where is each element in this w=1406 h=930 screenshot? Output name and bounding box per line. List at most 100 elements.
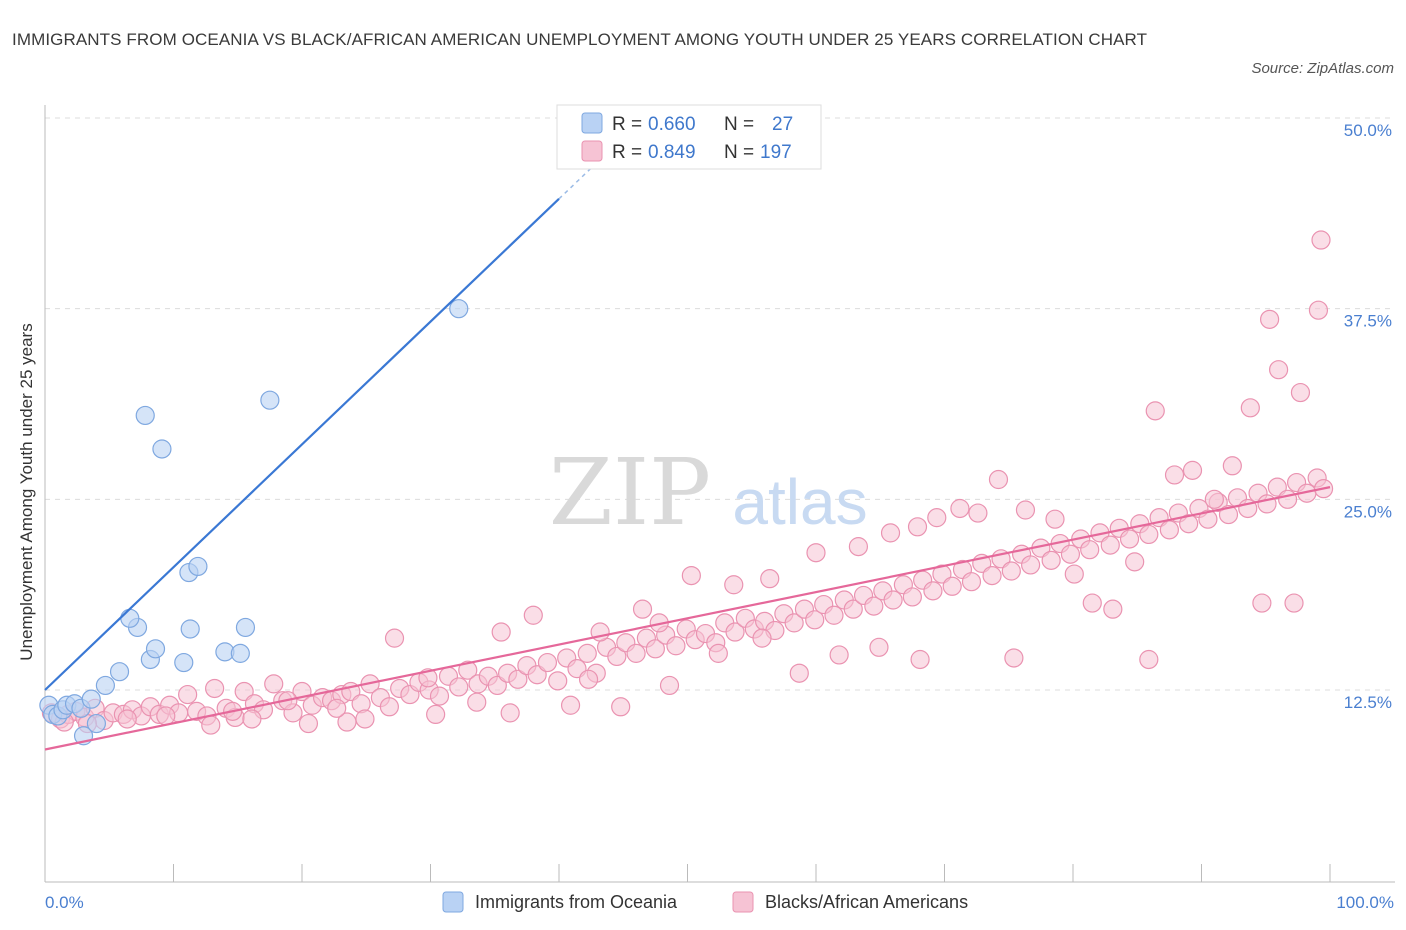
stats-swatch-blue xyxy=(581,112,603,134)
point-blacks xyxy=(789,663,809,683)
point-blacks xyxy=(1182,460,1203,480)
point-blacks xyxy=(724,575,744,595)
point-oceania xyxy=(152,439,172,459)
y-axis-label: Unemployment Among Youth under 25 years xyxy=(17,323,36,660)
point-blacks xyxy=(578,669,599,689)
point-blacks xyxy=(923,581,943,601)
point-blacks xyxy=(843,599,863,619)
tick-labels: 12.5% 25.0% 37.5% 50.0% 0.0% 100.0% xyxy=(45,121,1394,912)
point-blacks xyxy=(523,605,543,625)
point-oceania xyxy=(230,643,250,663)
legend-label-oceania: Immigrants from Oceania xyxy=(475,892,678,912)
point-blacks xyxy=(950,498,970,519)
point-blacks xyxy=(1179,514,1199,534)
x-tick-label: 100.0% xyxy=(1336,893,1394,912)
point-oceania xyxy=(145,639,166,659)
point-blacks xyxy=(752,628,772,648)
series-blacks-points xyxy=(41,230,1334,735)
point-blacks xyxy=(1240,398,1260,418)
x-tick-label: 0.0% xyxy=(45,893,84,912)
stats-n-label-0: N = xyxy=(724,114,754,135)
stats-r-0: 0.660 xyxy=(648,114,696,135)
point-blacks xyxy=(178,684,198,705)
point-blacks xyxy=(1260,309,1280,329)
point-blacks xyxy=(577,643,597,663)
y-tick-label: 37.5% xyxy=(1344,312,1392,331)
grid xyxy=(45,117,1395,691)
point-blacks xyxy=(487,675,507,696)
point-blacks xyxy=(708,643,728,663)
point-blacks xyxy=(1020,555,1041,575)
trend-line-oceania xyxy=(44,198,560,691)
point-blacks xyxy=(1004,648,1024,668)
point-blacks xyxy=(864,596,884,616)
series-oceania-points xyxy=(39,299,469,746)
axes xyxy=(44,105,1395,883)
point-blacks xyxy=(611,697,631,717)
point-blacks xyxy=(508,669,528,689)
point-blacks xyxy=(1159,520,1179,540)
point-oceania xyxy=(95,675,115,696)
point-oceania xyxy=(109,662,130,682)
point-blacks xyxy=(907,517,928,537)
point-blacks xyxy=(1218,504,1239,525)
legend-swatch-oceania xyxy=(442,891,464,913)
watermark: ZIP atlas xyxy=(549,439,868,546)
point-blacks xyxy=(384,628,405,648)
point-blacks xyxy=(942,576,962,596)
point-oceania xyxy=(86,713,107,734)
point-blacks xyxy=(1082,593,1102,613)
point-oceania xyxy=(135,405,155,426)
point-blacks xyxy=(824,605,844,625)
point-blacks xyxy=(961,572,982,592)
point-blacks xyxy=(784,613,804,633)
point-blacks xyxy=(1267,477,1287,497)
point-blacks xyxy=(429,686,450,706)
point-blacks xyxy=(659,675,680,696)
point-blacks xyxy=(982,565,1002,586)
point-blacks xyxy=(1064,564,1084,584)
point-blacks xyxy=(805,610,825,630)
point-blacks xyxy=(1041,550,1061,570)
point-blacks xyxy=(234,681,254,702)
point-blacks xyxy=(1198,509,1218,529)
point-blacks xyxy=(1284,593,1304,613)
point-blacks xyxy=(1125,552,1145,572)
point-blacks xyxy=(1015,500,1036,520)
point-blacks xyxy=(355,709,375,729)
point-blacks xyxy=(242,709,262,729)
stats-n-1: 197 xyxy=(760,142,792,163)
point-blacks xyxy=(156,706,176,726)
point-blacks xyxy=(883,590,903,610)
point-blacks xyxy=(1119,529,1140,549)
point-blacks xyxy=(491,622,511,642)
point-blacks xyxy=(902,587,922,607)
point-blacks xyxy=(1204,489,1224,509)
point-blacks xyxy=(205,678,225,699)
point-blacks xyxy=(201,715,221,735)
point-blacks xyxy=(880,523,901,543)
point-blacks xyxy=(500,703,520,723)
point-oceania xyxy=(180,619,200,639)
point-blacks xyxy=(932,564,952,584)
point-blacks xyxy=(910,649,930,670)
stats-r-label-1: R = xyxy=(612,142,642,163)
point-blacks xyxy=(548,671,568,691)
point-blacks xyxy=(869,637,889,657)
point-blacks xyxy=(264,674,284,694)
stats-r-1: 0.849 xyxy=(648,142,696,163)
point-blacks xyxy=(1103,599,1123,619)
point-blacks xyxy=(1222,456,1242,476)
point-blacks xyxy=(848,537,869,557)
legend-swatch-blacks xyxy=(732,891,754,913)
point-blacks xyxy=(1001,561,1021,581)
point-blacks xyxy=(537,652,558,673)
point-blacks xyxy=(1311,230,1331,250)
point-blacks xyxy=(626,643,646,663)
point-blacks xyxy=(1277,489,1298,509)
stats-n-label-1: N = xyxy=(724,142,754,163)
point-blacks xyxy=(760,569,780,589)
point-blacks xyxy=(632,599,653,619)
legend-label-blacks: Blacks/African Americans xyxy=(765,892,968,912)
